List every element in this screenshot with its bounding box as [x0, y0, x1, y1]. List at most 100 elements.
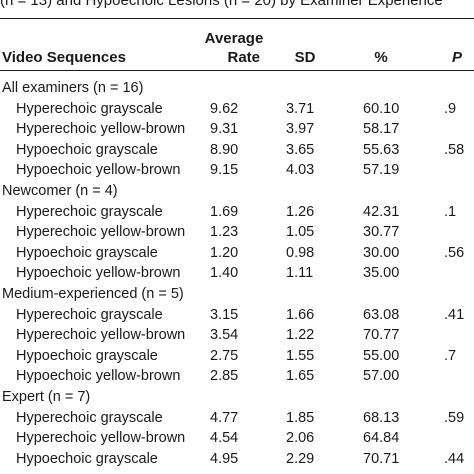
average-rate-cell: 9.31 [210, 121, 239, 138]
table-row: Hyperechoic grayscale 4.77 1.85 68.13 .59 [0, 408, 474, 429]
header-percent: % [374, 49, 388, 66]
table-row: Hyperechoic yellow-brown 3.54 1.22 70.77 [0, 325, 474, 346]
row-label: Hypoechoic grayscale [16, 141, 158, 158]
average-rate-cell: 1.20 [210, 244, 239, 261]
p-value-cell: .9 [444, 100, 457, 117]
header-p-value: P [451, 49, 462, 66]
average-rate-cell: 1.69 [210, 203, 239, 220]
row-label: Hyperechoic grayscale [16, 306, 163, 323]
average-rate-cell: 2.75 [210, 347, 239, 364]
row-label: Hyperechoic yellow-brown [16, 224, 186, 241]
table-row: Hypoechoic yellow-brown 1.40 1.11 35.00 [0, 263, 474, 284]
table-row: Hypoechoic grayscale 4.95 2.29 70.71 .44 [0, 449, 474, 470]
table-row: Hypoechoic yellow-brown 2.85 1.65 57.00 [0, 366, 474, 387]
table-row: Hypoechoic grayscale 2.75 1.55 55.00 .7 [0, 346, 474, 367]
group-row: Expert (n = 7) [0, 387, 474, 408]
header-video-sequences: Video Sequences [2, 49, 126, 66]
group-row: All examiners (n = 16) [0, 78, 474, 99]
sd-cell: 0.98 [286, 244, 315, 261]
percent-cell: 35.00 [363, 265, 400, 282]
percent-cell: 30.77 [363, 224, 400, 241]
table-caption: (n = 13) and Hypoechoic Lesions (n = 20)… [0, 0, 443, 9]
p-value-cell: .7 [444, 347, 457, 364]
header-sd: SD [294, 49, 316, 66]
group-label: Newcomer (n = 4) [2, 182, 118, 199]
percent-cell: 63.08 [363, 306, 400, 323]
header-average: Average [204, 30, 264, 47]
sd-cell: 1.11 [286, 265, 314, 282]
average-rate-cell: 4.54 [210, 430, 239, 447]
table-row: Hyperechoic yellow-brown 9.31 3.97 58.17 [0, 119, 474, 140]
sd-cell: 3.71 [286, 100, 315, 117]
table-row: Hyperechoic yellow-brown 4.54 2.06 64.84 [0, 428, 474, 449]
group-label: All examiners (n = 16) [2, 80, 144, 96]
table-row: Hyperechoic grayscale 3.15 1.66 63.08 .41 [0, 305, 474, 326]
row-label: Hypoechoic grayscale [16, 347, 158, 364]
row-label: Hyperechoic yellow-brown [16, 430, 186, 447]
group-row: Newcomer (n = 4) [0, 181, 474, 202]
group-label: Medium-experienced (n = 5) [2, 285, 184, 302]
sd-cell: 3.65 [286, 141, 315, 158]
average-rate-cell: 9.15 [210, 162, 239, 179]
p-value-cell: .44 [444, 450, 465, 467]
percent-cell: 42.31 [363, 203, 400, 220]
header-rate: Rate [227, 49, 260, 66]
header-rule [0, 70, 474, 71]
table-row: Hypoechoic grayscale 1.20 0.98 30.00 .56 [0, 243, 474, 264]
table-row: Hyperechoic yellow-brown 1.23 1.05 30.77 [0, 222, 474, 243]
sd-cell: 1.66 [286, 306, 315, 323]
p-value-cell: .41 [444, 306, 465, 323]
average-rate-cell: 1.23 [210, 224, 239, 241]
row-label: Hypoechoic yellow-brown [16, 368, 181, 385]
average-rate-cell: 8.90 [210, 141, 239, 158]
sd-cell: 1.65 [286, 368, 315, 385]
average-rate-cell: 4.95 [210, 450, 239, 467]
percent-cell: 30.00 [363, 244, 400, 261]
p-value-cell: .56 [444, 244, 465, 261]
row-label: Hyperechoic grayscale [16, 100, 163, 117]
sd-cell: 3.97 [286, 121, 315, 138]
average-rate-cell: 4.77 [210, 409, 239, 426]
sd-cell: 1.85 [286, 409, 315, 426]
row-label: Hypoechoic yellow-brown [16, 162, 181, 179]
row-label: Hypoechoic grayscale [16, 244, 158, 261]
group-label: Expert (n = 7) [2, 388, 91, 405]
percent-cell: 58.17 [363, 121, 400, 138]
percent-cell: 55.00 [363, 347, 400, 364]
percent-cell: 57.00 [363, 368, 400, 385]
sd-cell: 1.22 [286, 327, 315, 344]
row-label: Hyperechoic grayscale [16, 409, 163, 426]
row-label: Hypoechoic yellow-brown [16, 265, 181, 282]
table-body: All examiners (n = 16) Hyperechoic graysc… [0, 78, 474, 469]
percent-cell: 57.19 [363, 162, 400, 179]
p-value-cell: .59 [444, 409, 465, 426]
percent-cell: 64.84 [363, 430, 400, 447]
table-row: Hyperechoic grayscale 9.62 3.71 60.10 .9 [0, 99, 474, 120]
average-rate-cell: 3.54 [210, 327, 239, 344]
percent-cell: 70.77 [363, 327, 400, 344]
average-rate-cell: 2.85 [210, 368, 239, 385]
sd-cell: 2.29 [286, 450, 315, 467]
sd-cell: 1.55 [286, 347, 315, 364]
percent-cell: 60.10 [363, 100, 400, 117]
average-rate-cell: 3.15 [210, 306, 239, 323]
top-rule [0, 18, 474, 19]
p-value-cell: .1 [444, 203, 457, 220]
percent-cell: 68.13 [363, 409, 400, 426]
table-row: Hyperechoic grayscale 1.69 1.26 42.31 .1 [0, 202, 474, 223]
row-label: Hyperechoic yellow-brown [16, 121, 186, 138]
average-rate-cell: 1.40 [210, 265, 239, 282]
percent-cell: 70.71 [363, 450, 400, 467]
p-value-cell: .58 [444, 141, 465, 158]
average-rate-cell: 9.62 [210, 100, 239, 117]
sd-cell: 4.03 [286, 162, 315, 179]
sd-cell: 1.26 [286, 203, 315, 220]
sd-cell: 2.06 [286, 430, 315, 447]
row-label: Hyperechoic yellow-brown [16, 327, 186, 344]
sd-cell: 1.05 [286, 224, 315, 241]
percent-cell: 55.63 [363, 141, 400, 158]
row-label: Hyperechoic grayscale [16, 203, 163, 220]
table-row: Hypoechoic yellow-brown 9.15 4.03 57.19 [0, 160, 474, 181]
row-label: Hypoechoic grayscale [16, 450, 158, 467]
group-row: Medium-experienced (n = 5) [0, 284, 474, 305]
